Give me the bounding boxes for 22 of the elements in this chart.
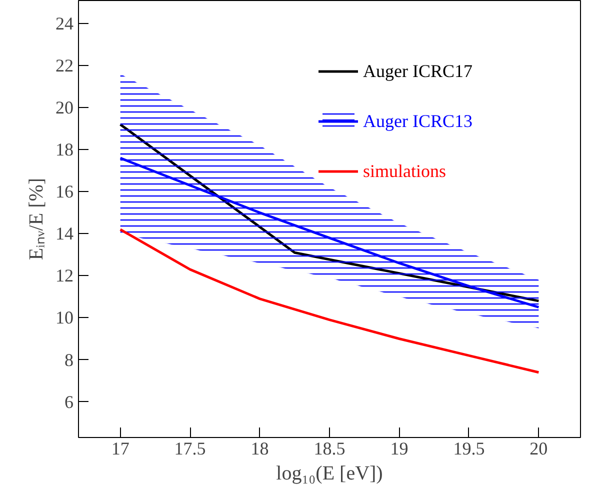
x-tick-label: 19.5 xyxy=(453,438,485,458)
x-axis-title: log₁₀(E [eV]) xyxy=(276,462,383,484)
y-tick-label: 20 xyxy=(56,98,74,118)
y-tick-label: 16 xyxy=(56,182,74,202)
y-tick-label: 12 xyxy=(56,266,74,286)
x-tick-label: 18.5 xyxy=(314,438,346,458)
y-tick-label: 18 xyxy=(56,140,74,160)
y-axis-title: Eᵢₙᵥ/E [%] xyxy=(26,178,48,260)
y-tick-label: 8 xyxy=(64,350,74,370)
x-tick-label: 20 xyxy=(530,438,548,458)
legend-label: simulations xyxy=(363,160,446,182)
y-tick-label: 6 xyxy=(64,392,74,412)
x-tick-label: 17.5 xyxy=(174,438,206,458)
y-tick-label: 14 xyxy=(56,224,74,244)
legend-label: Auger ICRC13 xyxy=(363,110,472,132)
y-tick-label: 10 xyxy=(56,308,74,328)
x-tick-label: 18 xyxy=(250,438,269,458)
legend-label: Auger ICRC17 xyxy=(363,60,472,82)
x-tick-label: 19 xyxy=(390,438,408,458)
y-tick-label: 24 xyxy=(56,14,74,34)
x-tick-label: 17 xyxy=(111,438,130,458)
y-tick-label: 22 xyxy=(56,56,74,76)
